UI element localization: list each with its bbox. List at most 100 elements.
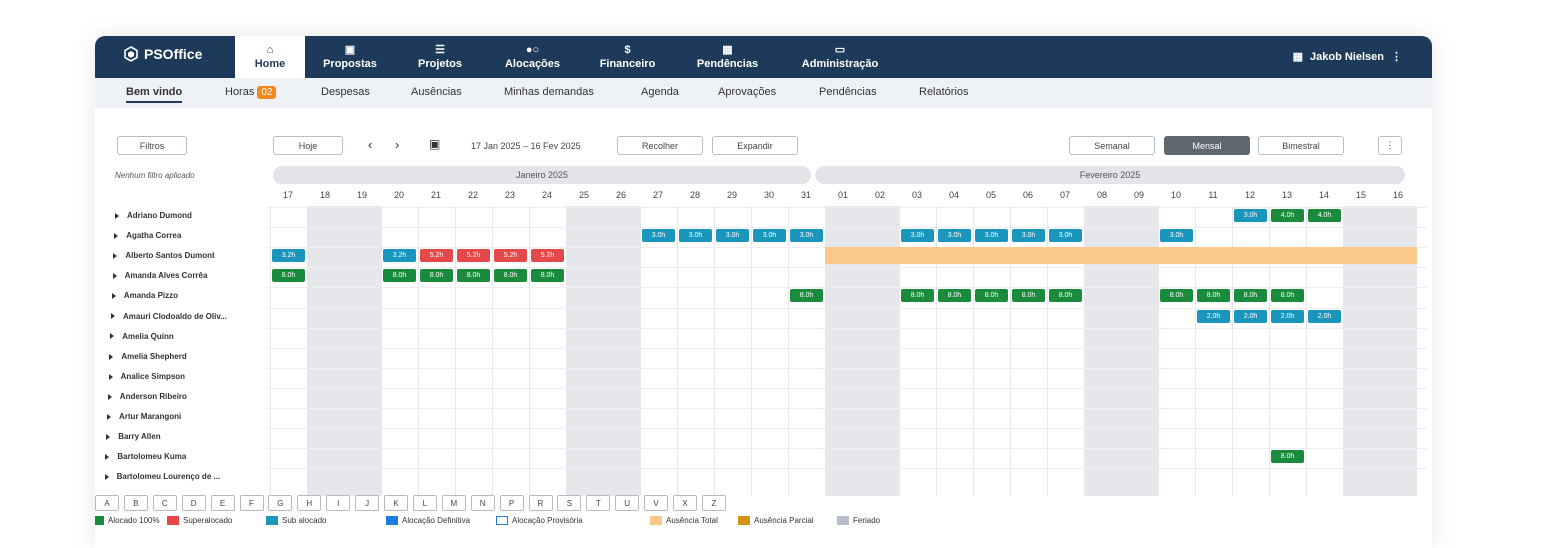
expand-triangle-icon[interactable] [112, 273, 117, 280]
previous-arrow-icon[interactable]: ‹ [368, 137, 373, 152]
expand-triangle-icon[interactable] [110, 333, 115, 340]
tab-relatorios[interactable]: Relatórios [919, 86, 969, 98]
person-row[interactable]: Alberto Santos Dumont [113, 251, 263, 260]
person-row[interactable]: Bartolomeu Kuma [105, 452, 255, 461]
bimonthly-view-button[interactable]: Bimestral [1258, 136, 1344, 155]
letter-filter-button[interactable]: K [384, 495, 408, 511]
expand-triangle-icon[interactable] [111, 313, 115, 320]
expand-triangle-icon[interactable] [109, 353, 114, 360]
letter-filter-button[interactable]: L [412, 495, 437, 511]
allocation-block[interactable]: 5.2h [531, 249, 564, 263]
person-row[interactable]: Bartolomeu Lourenço de ... [104, 472, 255, 481]
allocation-block[interactable]: 3.0h [1012, 229, 1045, 243]
letter-filter-button[interactable]: S [557, 495, 582, 511]
letter-filter-button[interactable]: N [470, 495, 495, 511]
allocation-block[interactable]: 3.0h [938, 229, 971, 243]
letter-filter-button[interactable]: J [355, 495, 380, 511]
tab-ausencias[interactable]: Ausências [411, 86, 462, 98]
allocation-block[interactable]: 8.0h [1160, 289, 1193, 303]
tab-pendencias[interactable]: Pendências [819, 86, 877, 98]
expand-triangle-icon[interactable] [113, 253, 118, 260]
letter-filter-button[interactable]: A [95, 495, 119, 511]
letter-filter-button[interactable]: P [499, 495, 524, 511]
nav-projetos[interactable]: ☰ Projetos [405, 36, 475, 78]
allocation-block[interactable]: 8.0h [494, 269, 527, 283]
letter-filter-button[interactable]: G [268, 495, 293, 511]
allocation-block[interactable]: 3.0h [1049, 229, 1082, 243]
allocation-block[interactable]: 3.2h [272, 249, 305, 263]
tab-bem-vindo[interactable]: Bem vindo [126, 86, 183, 103]
allocation-block[interactable]: 3.0h [679, 229, 712, 243]
expand-button[interactable]: Expandir [712, 136, 798, 155]
letter-filter-button[interactable]: M [441, 495, 466, 511]
expand-triangle-icon[interactable] [108, 373, 113, 380]
letter-filter-button[interactable]: H [297, 495, 322, 511]
user-menu[interactable]: ▦ Jakob Nielsen ⋮ [1293, 50, 1402, 64]
allocation-block[interactable]: 3.0h [1234, 209, 1267, 222]
allocation-block[interactable]: 8.0h [1271, 289, 1304, 303]
allocation-block[interactable]: 4.0h [1308, 209, 1341, 222]
weekly-view-button[interactable]: Semanal [1069, 136, 1155, 155]
letter-filter-button[interactable]: V [644, 495, 669, 511]
letter-filter-button[interactable]: R [528, 495, 553, 511]
allocation-block[interactable]: 8.0h [1012, 289, 1045, 303]
absence-band[interactable] [825, 247, 1417, 265]
nav-propostas[interactable]: ▣ Propostas [315, 36, 385, 78]
next-arrow-icon[interactable]: › [395, 137, 400, 152]
allocation-block[interactable]: 2.0h [1234, 309, 1267, 323]
allocation-block[interactable]: 8.0h [1271, 450, 1304, 464]
collapse-button[interactable]: Recolher [617, 136, 703, 155]
person-row[interactable]: Amauri Clodoaldo de Oliv... [111, 312, 261, 321]
monthly-view-button[interactable]: Mensal [1164, 136, 1250, 155]
allocation-block[interactable]: 3.0h [642, 229, 675, 243]
allocation-block[interactable]: 5.2h [420, 249, 453, 263]
nav-pendencias[interactable]: ▦ Pendências [690, 36, 765, 78]
allocation-block[interactable]: 8.0h [420, 269, 453, 283]
allocation-block[interactable]: 8.0h [938, 289, 971, 303]
person-row[interactable]: Analice Simpson [108, 372, 259, 381]
letter-filter-button[interactable]: C [152, 495, 177, 511]
expand-triangle-icon[interactable] [105, 454, 110, 461]
nav-financeiro[interactable]: $ Financeiro [590, 36, 665, 78]
nav-home[interactable]: ⌂ Home [235, 36, 305, 78]
person-row[interactable]: Amanda Pizzo [111, 291, 262, 300]
person-row[interactable]: Agatha Correa [114, 231, 264, 240]
allocation-block[interactable]: 5.2h [457, 249, 490, 263]
allocation-block[interactable]: 3.0h [716, 229, 749, 243]
allocation-block[interactable]: 2.0h [1308, 309, 1341, 323]
letter-filter-button[interactable]: T [586, 495, 611, 511]
nav-alocacoes[interactable]: ●○ Alocações [495, 36, 570, 78]
allocation-block[interactable]: 8.0h [383, 269, 416, 283]
allocation-block[interactable]: 8.0h [531, 269, 564, 283]
allocation-block[interactable]: 8.0h [975, 289, 1008, 303]
allocation-block[interactable]: 8.0h [272, 269, 305, 283]
allocation-block[interactable]: 2.0h [1271, 309, 1304, 323]
allocation-block[interactable]: 8.0h [1234, 289, 1267, 303]
calendar-picker-icon[interactable]: ▣ [429, 137, 441, 151]
allocation-block[interactable]: 3.2h [383, 249, 416, 263]
more-options-button[interactable]: ⋮ [1378, 136, 1402, 155]
allocation-block[interactable]: 2.0h [1197, 309, 1230, 323]
psoffice-logo[interactable]: PSOffice [123, 46, 202, 62]
allocation-block[interactable]: 8.0h [1197, 289, 1230, 303]
expand-triangle-icon[interactable] [107, 413, 111, 420]
tab-horas[interactable]: Horas 02 [225, 86, 277, 99]
allocation-block[interactable]: 3.0h [901, 229, 934, 243]
tab-aprovacoes[interactable]: Aprovações [718, 86, 777, 98]
allocation-block[interactable]: 8.0h [1049, 289, 1082, 303]
letter-filter-button[interactable]: X [673, 495, 697, 511]
allocation-block[interactable]: 8.0h [457, 269, 490, 283]
person-row[interactable]: Barry Allen [106, 432, 256, 441]
letter-filter-button[interactable]: Z [701, 495, 726, 511]
person-row[interactable]: Anderson Ribeiro [107, 392, 258, 401]
allocation-block[interactable]: 5.2h [494, 249, 527, 263]
allocation-block[interactable]: 4.0h [1271, 209, 1304, 222]
tab-despesas[interactable]: Despesas [321, 86, 370, 98]
person-row[interactable]: Artur Marangoni [107, 412, 257, 421]
tab-agenda[interactable]: Agenda [641, 86, 679, 98]
filters-button[interactable]: Filtros [117, 136, 187, 155]
letter-filter-button[interactable]: B [123, 495, 148, 511]
today-button[interactable]: Hoje [273, 136, 343, 155]
expand-triangle-icon[interactable] [104, 474, 109, 481]
expand-triangle-icon[interactable] [111, 293, 116, 300]
